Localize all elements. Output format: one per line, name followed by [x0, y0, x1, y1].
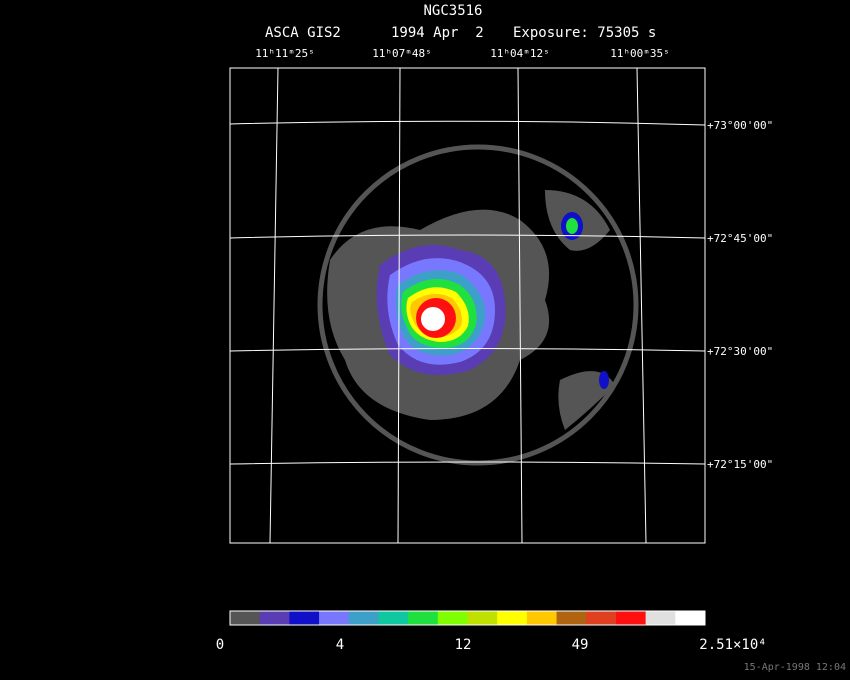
- colorbar-segment: [526, 611, 558, 625]
- ra-label: 11ʰ04ᵐ12ˢ: [490, 47, 550, 60]
- colorbar-label: 12: [455, 637, 472, 653]
- colorbar-segment: [348, 611, 379, 625]
- colorbar-segment: [675, 611, 706, 625]
- colorbar-segment: [319, 611, 350, 625]
- ra-label: 11ʰ00ᵐ35ˢ: [610, 47, 670, 60]
- ra-label: 11ʰ07ᵐ48ˢ: [372, 47, 432, 60]
- colorbar-segment: [467, 611, 498, 625]
- colorbar-segment: [586, 611, 617, 625]
- title: NGC3516: [423, 3, 482, 19]
- colorbar-segment: [378, 611, 409, 625]
- instrument: ASCA GIS2: [265, 25, 341, 41]
- colorbar: 0 4 12 49 2.51×10⁴: [216, 610, 767, 653]
- colorbar-label: 49: [572, 637, 589, 653]
- colorbar-segment: [645, 611, 676, 625]
- colorbar-segment: [615, 611, 647, 625]
- colorbar-label: 4: [336, 637, 344, 653]
- colorbar-segment: [497, 611, 528, 625]
- colorbar-segment: [408, 611, 439, 625]
- colorbar-label: 0: [216, 637, 224, 653]
- colorbar-segment: [289, 611, 320, 625]
- dec-label: +72°45'00": [707, 232, 773, 245]
- colorbar-label: 2.51×10⁴: [699, 637, 766, 653]
- colorbar-segment: [259, 611, 290, 625]
- dec-labels: +73°00'00" +72°45'00" +72°30'00" +72°15'00": [707, 119, 773, 471]
- colorbar-segment: [437, 611, 468, 625]
- timestamp: 15-Apr-1998 12:04: [744, 662, 846, 673]
- dec-label: +73°00'00": [707, 119, 773, 132]
- colorbar-frame: [229, 610, 706, 626]
- coordinate-grid: [229, 67, 706, 544]
- exposure: Exposure: 75305 s: [513, 25, 656, 41]
- sky-image: [317, 144, 639, 466]
- dec-label: +72°30'00": [707, 345, 773, 358]
- dec-label: +72°15'00": [707, 458, 773, 471]
- date: 1994 Apr 2: [391, 25, 484, 41]
- colorbar-segment: [230, 611, 261, 625]
- ra-labels: 11ʰ11ᵐ25ˢ 11ʰ07ᵐ48ˢ 11ʰ04ᵐ12ˢ 11ʰ00ᵐ35ˢ: [255, 47, 670, 60]
- colorbar-segment: [556, 611, 587, 625]
- ra-label: 11ʰ11ᵐ25ˢ: [255, 47, 315, 60]
